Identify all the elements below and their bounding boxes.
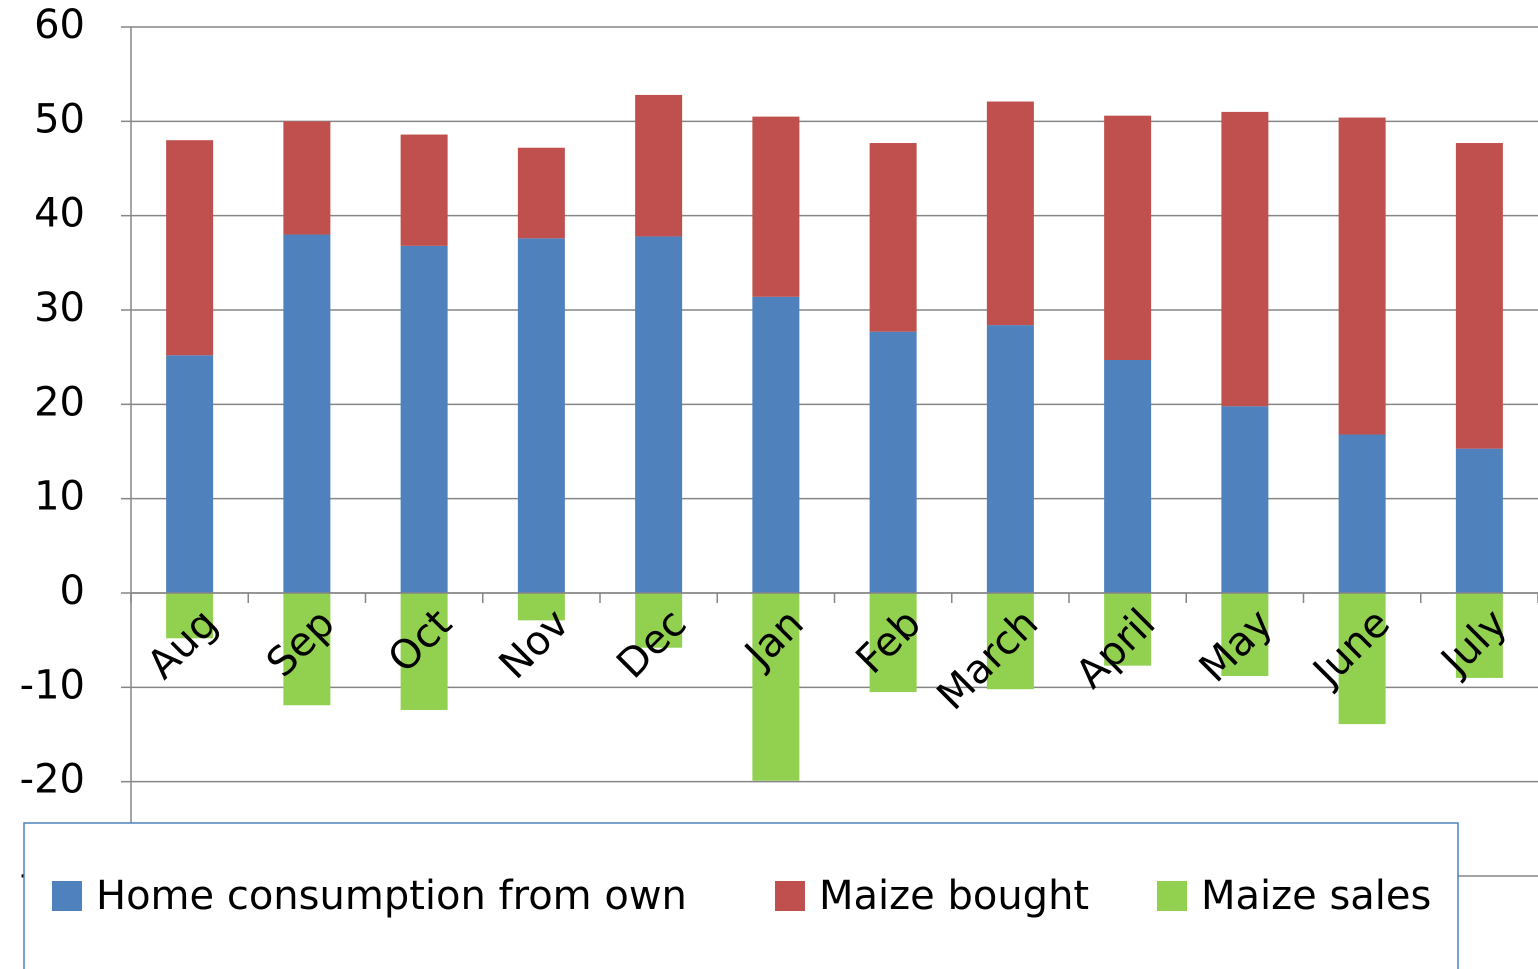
- x-tick-label: Oct: [380, 600, 461, 681]
- bar-segment: [986, 593, 1034, 690]
- x-tick-label: Feb: [847, 600, 930, 683]
- bar-segment: [635, 236, 683, 594]
- y-tick-label: 30: [34, 285, 85, 331]
- legend-swatch: [52, 881, 82, 911]
- bar-segment: [166, 140, 214, 356]
- bar-segment: [752, 296, 800, 593]
- bar-segment: [1221, 593, 1269, 677]
- legend-swatch: [1157, 881, 1187, 911]
- bar-segment: [869, 593, 917, 693]
- bar-segment: [1338, 117, 1386, 435]
- bar-segment: [166, 355, 214, 593]
- bar-segment: [400, 134, 448, 246]
- bar-segment: [1104, 115, 1152, 360]
- bar-segment: [1455, 448, 1503, 593]
- bar-segment: [517, 593, 565, 621]
- y-tick-label: 20: [34, 379, 85, 425]
- bar-segment: [869, 331, 917, 593]
- y-tick-label: -10: [20, 662, 85, 708]
- bar-segment: [1455, 593, 1503, 678]
- y-tick-label: 60: [34, 2, 85, 48]
- bar-segment: [1221, 406, 1269, 593]
- bar-segment: [283, 234, 331, 594]
- bar-segment: [1104, 593, 1152, 666]
- x-tick-label: Jan: [734, 600, 812, 678]
- bar-segment: [986, 101, 1034, 326]
- x-tick-label: Dec: [608, 600, 695, 687]
- bar-segment: [283, 121, 331, 235]
- legend-label: Maize sales: [1201, 873, 1431, 919]
- bar-segment: [869, 143, 917, 332]
- y-tick-label: 0: [60, 568, 85, 614]
- bar-segment: [400, 245, 448, 593]
- y-tick-label: 40: [34, 191, 85, 237]
- legend-box: [23, 822, 1459, 969]
- bar-segment: [1104, 359, 1152, 593]
- bar-segment: [1221, 111, 1269, 407]
- y-tick-label: -20: [20, 757, 85, 803]
- bar-segment: [1338, 593, 1386, 725]
- bar-segment: [752, 593, 800, 781]
- legend-label: Maize bought: [819, 873, 1089, 919]
- legend-label: Home consumption from own: [96, 873, 687, 919]
- bar-segment: [517, 147, 565, 239]
- bar-segment: [400, 593, 448, 710]
- y-tick-label: 10: [34, 474, 85, 520]
- bar-segment: [635, 593, 683, 648]
- bar-segment: [1338, 434, 1386, 593]
- bar-segment: [635, 94, 683, 237]
- bar-segment: [517, 238, 565, 593]
- bar-segment: [166, 593, 214, 639]
- legend-swatch: [775, 881, 805, 911]
- x-tick-label: Nov: [490, 600, 578, 688]
- bar-segment: [283, 593, 331, 706]
- x-tick-label: July: [1431, 600, 1517, 686]
- bar-segment: [1455, 143, 1503, 449]
- y-tick-label: 50: [34, 96, 85, 142]
- bar-segment: [752, 116, 800, 297]
- bar-segment: [986, 325, 1034, 593]
- x-tick-label: Aug: [139, 600, 227, 688]
- x-tick-label: Sep: [258, 600, 344, 686]
